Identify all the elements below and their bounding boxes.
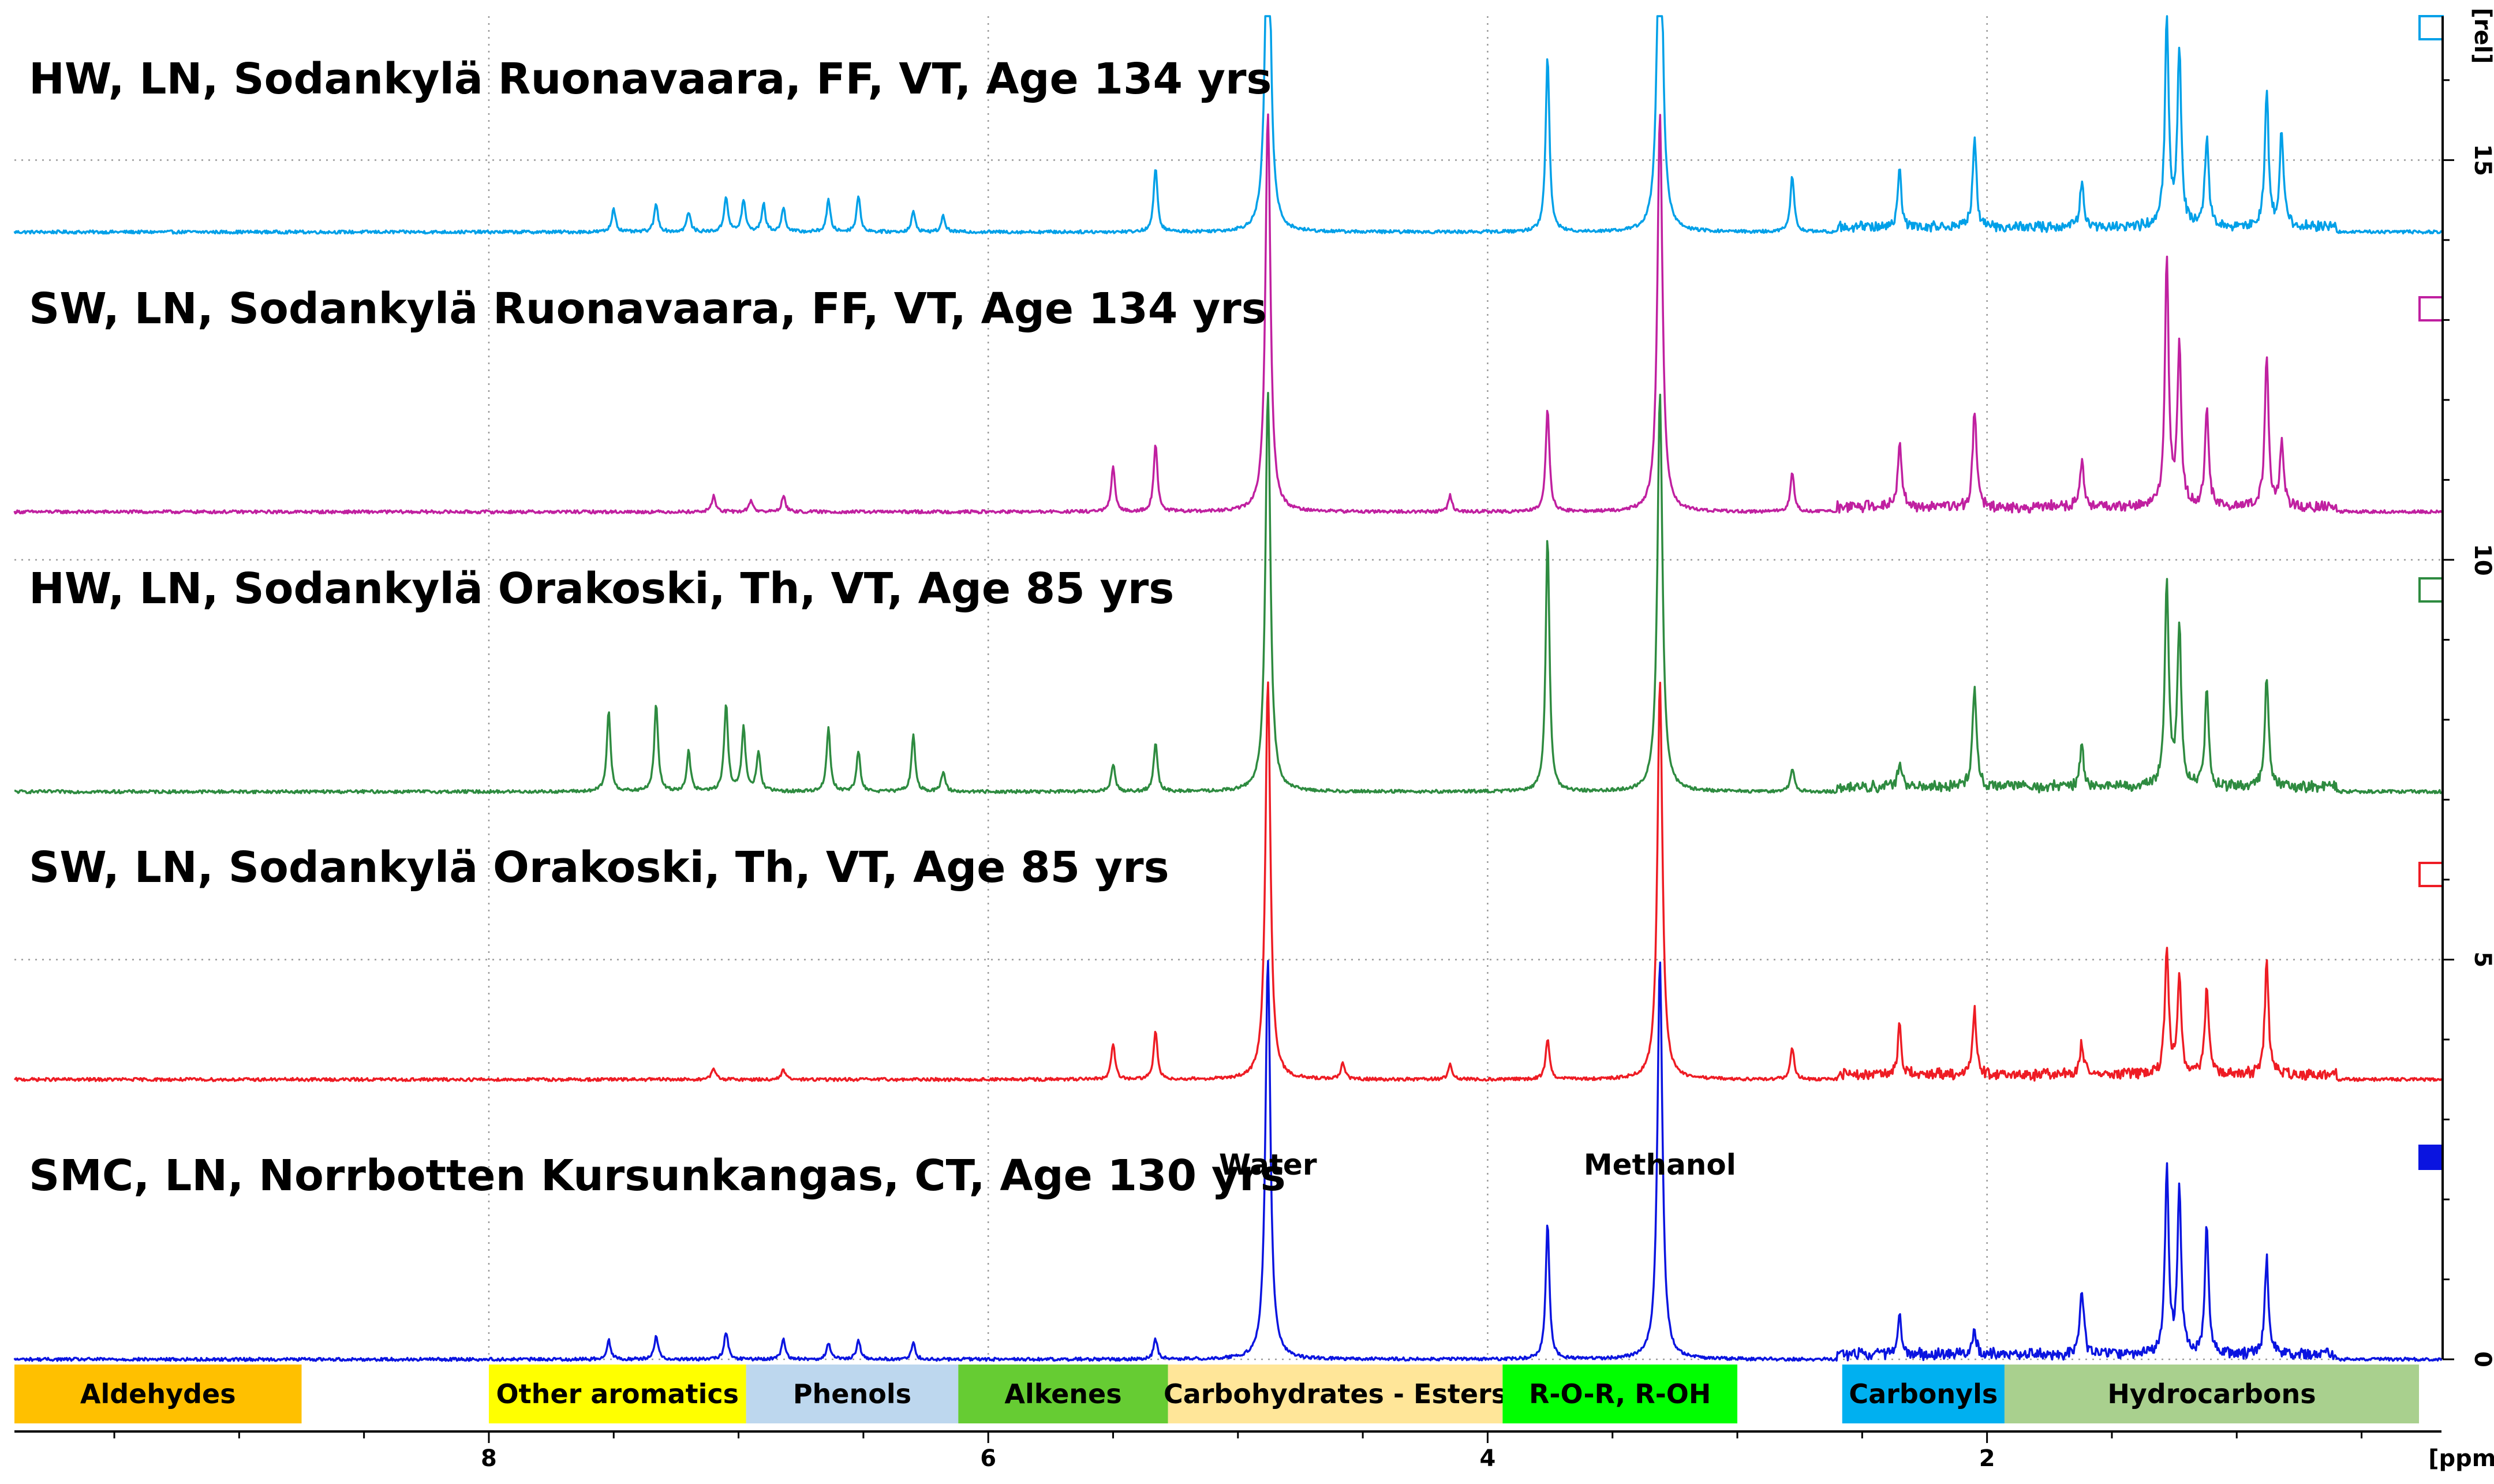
region-label-6: Carbonyls xyxy=(1849,1378,1998,1410)
annotation-methanol: Methanol xyxy=(1584,1148,1736,1182)
spectra-group xyxy=(13,15,2443,1362)
spectrum-line-1 xyxy=(13,113,2443,515)
region-label-5: R-O-R, R-OH xyxy=(1529,1378,1711,1410)
region-label-2: Phenols xyxy=(793,1378,911,1410)
y-axis: 0 5 10 15 [rel] xyxy=(2441,8,2494,1367)
y-tick-label-0: 0 xyxy=(2469,1351,2494,1367)
x-axis: 8 6 4 2 [ppm] xyxy=(14,1430,2494,1472)
x-tick-label-1: 6 xyxy=(980,1445,996,1472)
annotations: Water Methanol xyxy=(1219,1148,1736,1182)
spectrum-labels: HW, LN, Sodankylä Ruonavaara, FF, VT, Ag… xyxy=(29,54,1286,1201)
region-bar: Aldehydes Other aromatics Phenols Alkenes Ca… xyxy=(14,1365,2420,1423)
spectrum-label-3: SW, LN, Sodankylä Orakoski, Th, VT, Age … xyxy=(29,843,1169,892)
y-axis-label: [rel] xyxy=(2469,8,2494,63)
grid-lines xyxy=(14,16,2441,1360)
spectrum-marker-4 xyxy=(2418,1145,2444,1170)
spectrum-marker-2 xyxy=(2418,577,2444,603)
region-label-1: Other aromatics xyxy=(496,1378,739,1410)
region-box-4 xyxy=(1168,1365,1503,1423)
spectrum-markers xyxy=(2418,15,2444,1170)
region-label-3: Alkenes xyxy=(1004,1378,1121,1410)
region-box-1 xyxy=(488,1365,746,1423)
spectrum-label-4: SMC, LN, Norrbotten Kursunkangas, CT, Ag… xyxy=(29,1151,1286,1201)
spectrum-marker-0 xyxy=(2418,15,2444,40)
spectrum-marker-1 xyxy=(2418,296,2444,322)
x-axis-label: [ppm] xyxy=(2428,1445,2494,1472)
region-box-7 xyxy=(2004,1365,2420,1423)
spectrum-line-3 xyxy=(13,681,2443,1082)
x-tick-label-3: 2 xyxy=(1979,1445,1995,1472)
spectrum-label-1: SW, LN, Sodankylä Ruonavaara, FF, VT, Ag… xyxy=(29,284,1267,334)
region-box-0 xyxy=(14,1365,302,1423)
region-label-4: Carbohydrates - Esters xyxy=(1164,1378,1507,1410)
annotation-water: Water xyxy=(1219,1148,1317,1182)
y-tick-label-2: 10 xyxy=(2469,544,2494,576)
region-box-6 xyxy=(1842,1365,2005,1423)
x-tick-label-0: 8 xyxy=(481,1445,497,1472)
spectrum-marker-3 xyxy=(2418,862,2444,887)
spectrum-label-0: HW, LN, Sodankylä Ruonavaara, FF, VT, Ag… xyxy=(29,54,1272,104)
spectrum-line-2 xyxy=(14,391,2443,795)
region-box-5 xyxy=(1502,1365,1738,1423)
spectrum-label-2: HW, LN, Sodankylä Orakoski, Th, VT, Age … xyxy=(29,564,1174,614)
region-box-3 xyxy=(958,1365,1168,1423)
spectrum-line-0 xyxy=(13,15,2443,235)
region-box-2 xyxy=(746,1365,959,1423)
region-label-0: Aldehydes xyxy=(80,1378,236,1410)
y-tick-label-3: 15 xyxy=(2469,144,2494,176)
y-tick-label-1: 5 xyxy=(2469,952,2494,968)
x-tick-label-2: 4 xyxy=(1479,1445,1495,1472)
spectrum-line-4 xyxy=(13,959,2443,1362)
region-label-7: Hydrocarbons xyxy=(2107,1378,2316,1410)
